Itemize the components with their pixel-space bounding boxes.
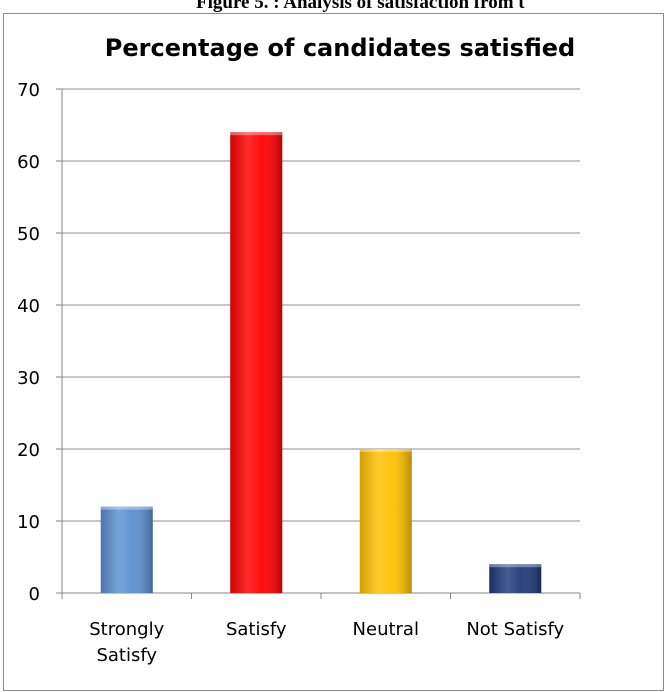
y-axis: 0 10 20 30 40 50 60 70 (17, 80, 63, 605)
bars (100, 132, 542, 593)
y-tick-label: 70 (17, 80, 40, 101)
x-tick-label: Strongly (89, 619, 164, 640)
figure-caption: Figure 5. : Analysis of satisfaction fro… (196, 0, 525, 13)
bar (230, 132, 283, 593)
x-tick-label: Neutral (353, 619, 419, 640)
bar (359, 449, 412, 593)
gridlines (62, 88, 580, 594)
y-tick-label: 30 (17, 368, 40, 389)
x-tick-label: Not Satisfy (466, 619, 564, 640)
x-tick-label: Satisfy (96, 645, 157, 666)
y-tick-label: 20 (17, 440, 40, 461)
x-tick-label: Satisfy (226, 619, 287, 640)
x-axis: Strongly Satisfy Satisfy Neutral Not Satisfy (61, 593, 581, 666)
y-tick-label: 0 (29, 584, 40, 605)
y-tick-label: 40 (17, 296, 40, 317)
bar (489, 564, 542, 593)
chart-title: Percentage of candidates satisfied (105, 34, 575, 62)
y-tick-label: 50 (17, 224, 40, 245)
bar (100, 506, 153, 593)
y-tick-label: 10 (17, 512, 40, 533)
y-tick-label: 60 (17, 152, 40, 173)
